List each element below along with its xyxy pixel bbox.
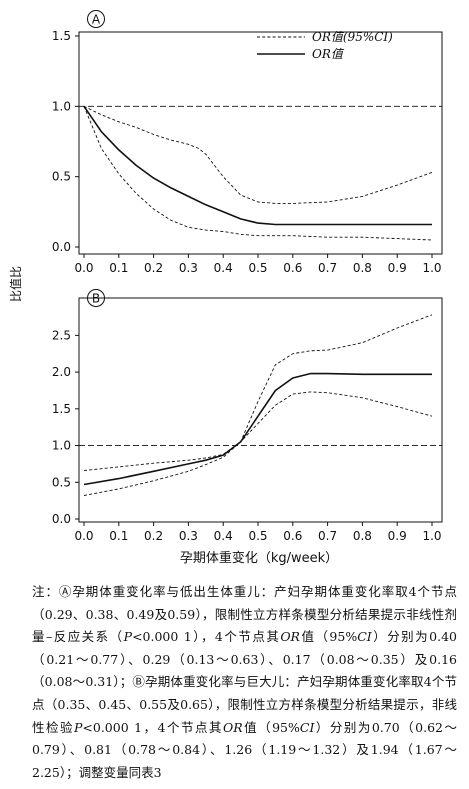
panel-b-x-tick-label: 0.7 [318,529,337,543]
note-or-2: OR [222,719,243,735]
note-part-4: 值（95% [299,629,358,645]
panel-a-series-lower-ci-line [83,106,433,241]
note-ci-1: CI [357,629,372,645]
note-part-9: ）分别为0.70（0.62～0.79）、0.81（0.78～0.84）、1.26… [32,719,457,780]
note-label-b: Ⓑ [132,674,146,690]
panel-a: A 0.0 0.1 0.2 0.3 0.4 0.5 0.6 0.7 0.8 0.9 1.0 0.00… [8,10,443,302]
note-part-3: <0.000 1），4个节点其 [132,629,281,645]
figure-note: 注：Ⓐ孕期体重变化率与低出生体重儿：产妇孕期体重变化率取4个节点（0.29、0.… [32,581,457,784]
panel-b-y-ticks: 0.0 0.5 1.0 1.5 2.0 2.5 [52,328,79,526]
figure-note-text: 注：Ⓐ孕期体重变化率与低出生体重儿：产妇孕期体重变化率取4个节点（0.29、0.… [32,581,457,784]
panel-b-y-tick-label: 0.5 [52,475,71,489]
panel-a-x-tick-label: 0.4 [214,261,233,275]
note-part-8: 值（95% [242,719,300,735]
panel-b-x-tick-label: 0.6 [283,529,302,543]
panel-b-x-tick-label: 0.4 [214,529,233,543]
note-prefix: 注： [32,584,59,599]
panel-a-x-tick-label: 0.2 [144,261,163,275]
panel-b-x-tick-label: 0.8 [353,529,372,543]
panel-a-series-or-line [83,105,432,226]
panel-a-x-ticks: 0.0 0.1 0.2 0.3 0.4 0.5 0.6 0.7 0.8 0.9 1.0 [74,254,442,275]
panel-b-x-ticks: 0.0 0.1 0.2 0.3 0.4 0.5 0.6 0.7 0.8 0.9 1.0 [74,522,442,543]
panel-b-series-upper-ci-line [83,314,433,471]
panel-a-x-tick-label: 0.6 [283,261,302,275]
panel-a-y-ticks: 0.0 0.5 1.0 1.5 [52,29,79,254]
panel-b-y-tick-label: 2.0 [52,365,71,379]
panel-b-y-tick-label: 0.0 [52,512,71,526]
panel-a-legend: OR值(95%CI) OR值 [257,30,393,61]
panel-a-y-tick-label: 1.0 [52,99,71,113]
panel-b-y-tick-label: 2.5 [52,328,71,342]
note-part-5: ）分别为0.40（0.21～0.77）、0.29（0.13～0.63）、0.17… [32,629,457,690]
panel-a-x-tick-label: 0.1 [109,261,128,275]
panel-b-y-tick-label: 1.0 [52,439,71,453]
panel-b-series-or-line [83,372,432,486]
note-or-1: OR [280,629,300,645]
panel-a-series-upper-ci-line [83,105,433,204]
panel-a-x-tick-label: 0.8 [353,261,372,275]
panel-b-x-tick-label: 0.3 [179,529,198,543]
note-p-1: P [123,629,133,645]
panel-a-x-tick-label: 0.7 [318,261,337,275]
note-part-6: 孕期体重变化率与巨大儿：产妇孕期体重变化率取4个节点（0.35、0.45、0.5… [32,674,457,735]
panel-a-label: A [92,13,101,27]
note-label-a: Ⓐ [58,584,73,599]
panel-a-x-tick-label: 0.5 [248,261,267,275]
panel-a-x-tick-label: 1.0 [422,261,441,275]
note-ci-2: CI [299,719,315,735]
panel-a-y-tick-label: 0.5 [52,170,71,184]
panel-b: B 0.0 0.1 0.2 0.3 0.4 0.5 0.6 0.7 0.8 0.9 1.0 0.00… [52,289,443,566]
panel-a-badge [87,10,105,28]
panel-a-y-tick-label: 0.0 [52,240,71,254]
panel-b-x-tick-label: 0.5 [248,529,267,543]
note-part-7: <0.000 1，4个节点其 [82,719,223,735]
note-part-2: 孕期体重变化率与低出生体重儿：产妇孕期体重变化率取4个节点（0.29、0.38、… [32,584,457,645]
panel-a-y-axis-label: 比值比 [8,266,23,302]
panel-b-y-tick-label: 1.5 [52,402,71,416]
panel-b-x-tick-label: 0.0 [74,529,93,543]
panel-a-series-group [83,105,433,241]
panel-a-y-tick-label: 1.5 [52,29,71,43]
note-p-2: P [73,719,83,735]
panel-a-x-tick-label: 0.0 [74,261,93,275]
legend-or-label: OR值 [312,47,345,61]
legend-ci-label: OR值(95%CI) [312,30,393,44]
panel-b-x-tick-label: 0.1 [109,529,128,543]
panel-a-x-tick-label: 0.3 [179,261,198,275]
panel-a-frame [78,31,443,255]
panel-b-series-group [83,314,433,496]
rcs-charts: A 0.0 0.1 0.2 0.3 0.4 0.5 0.6 0.7 0.8 0.9 1.0 0.00… [8,10,443,566]
panel-b-x-tick-label: 1.0 [422,529,441,543]
panel-b-frame [78,297,443,523]
panel-b-x-axis-label: 孕期体重变化（kg/week） [180,550,338,566]
panel-b-x-tick-label: 0.9 [388,529,407,543]
panel-b-x-tick-label: 0.2 [144,529,163,543]
panel-a-x-tick-label: 0.9 [388,261,407,275]
panel-b-series-lower-ci-line [83,391,433,496]
